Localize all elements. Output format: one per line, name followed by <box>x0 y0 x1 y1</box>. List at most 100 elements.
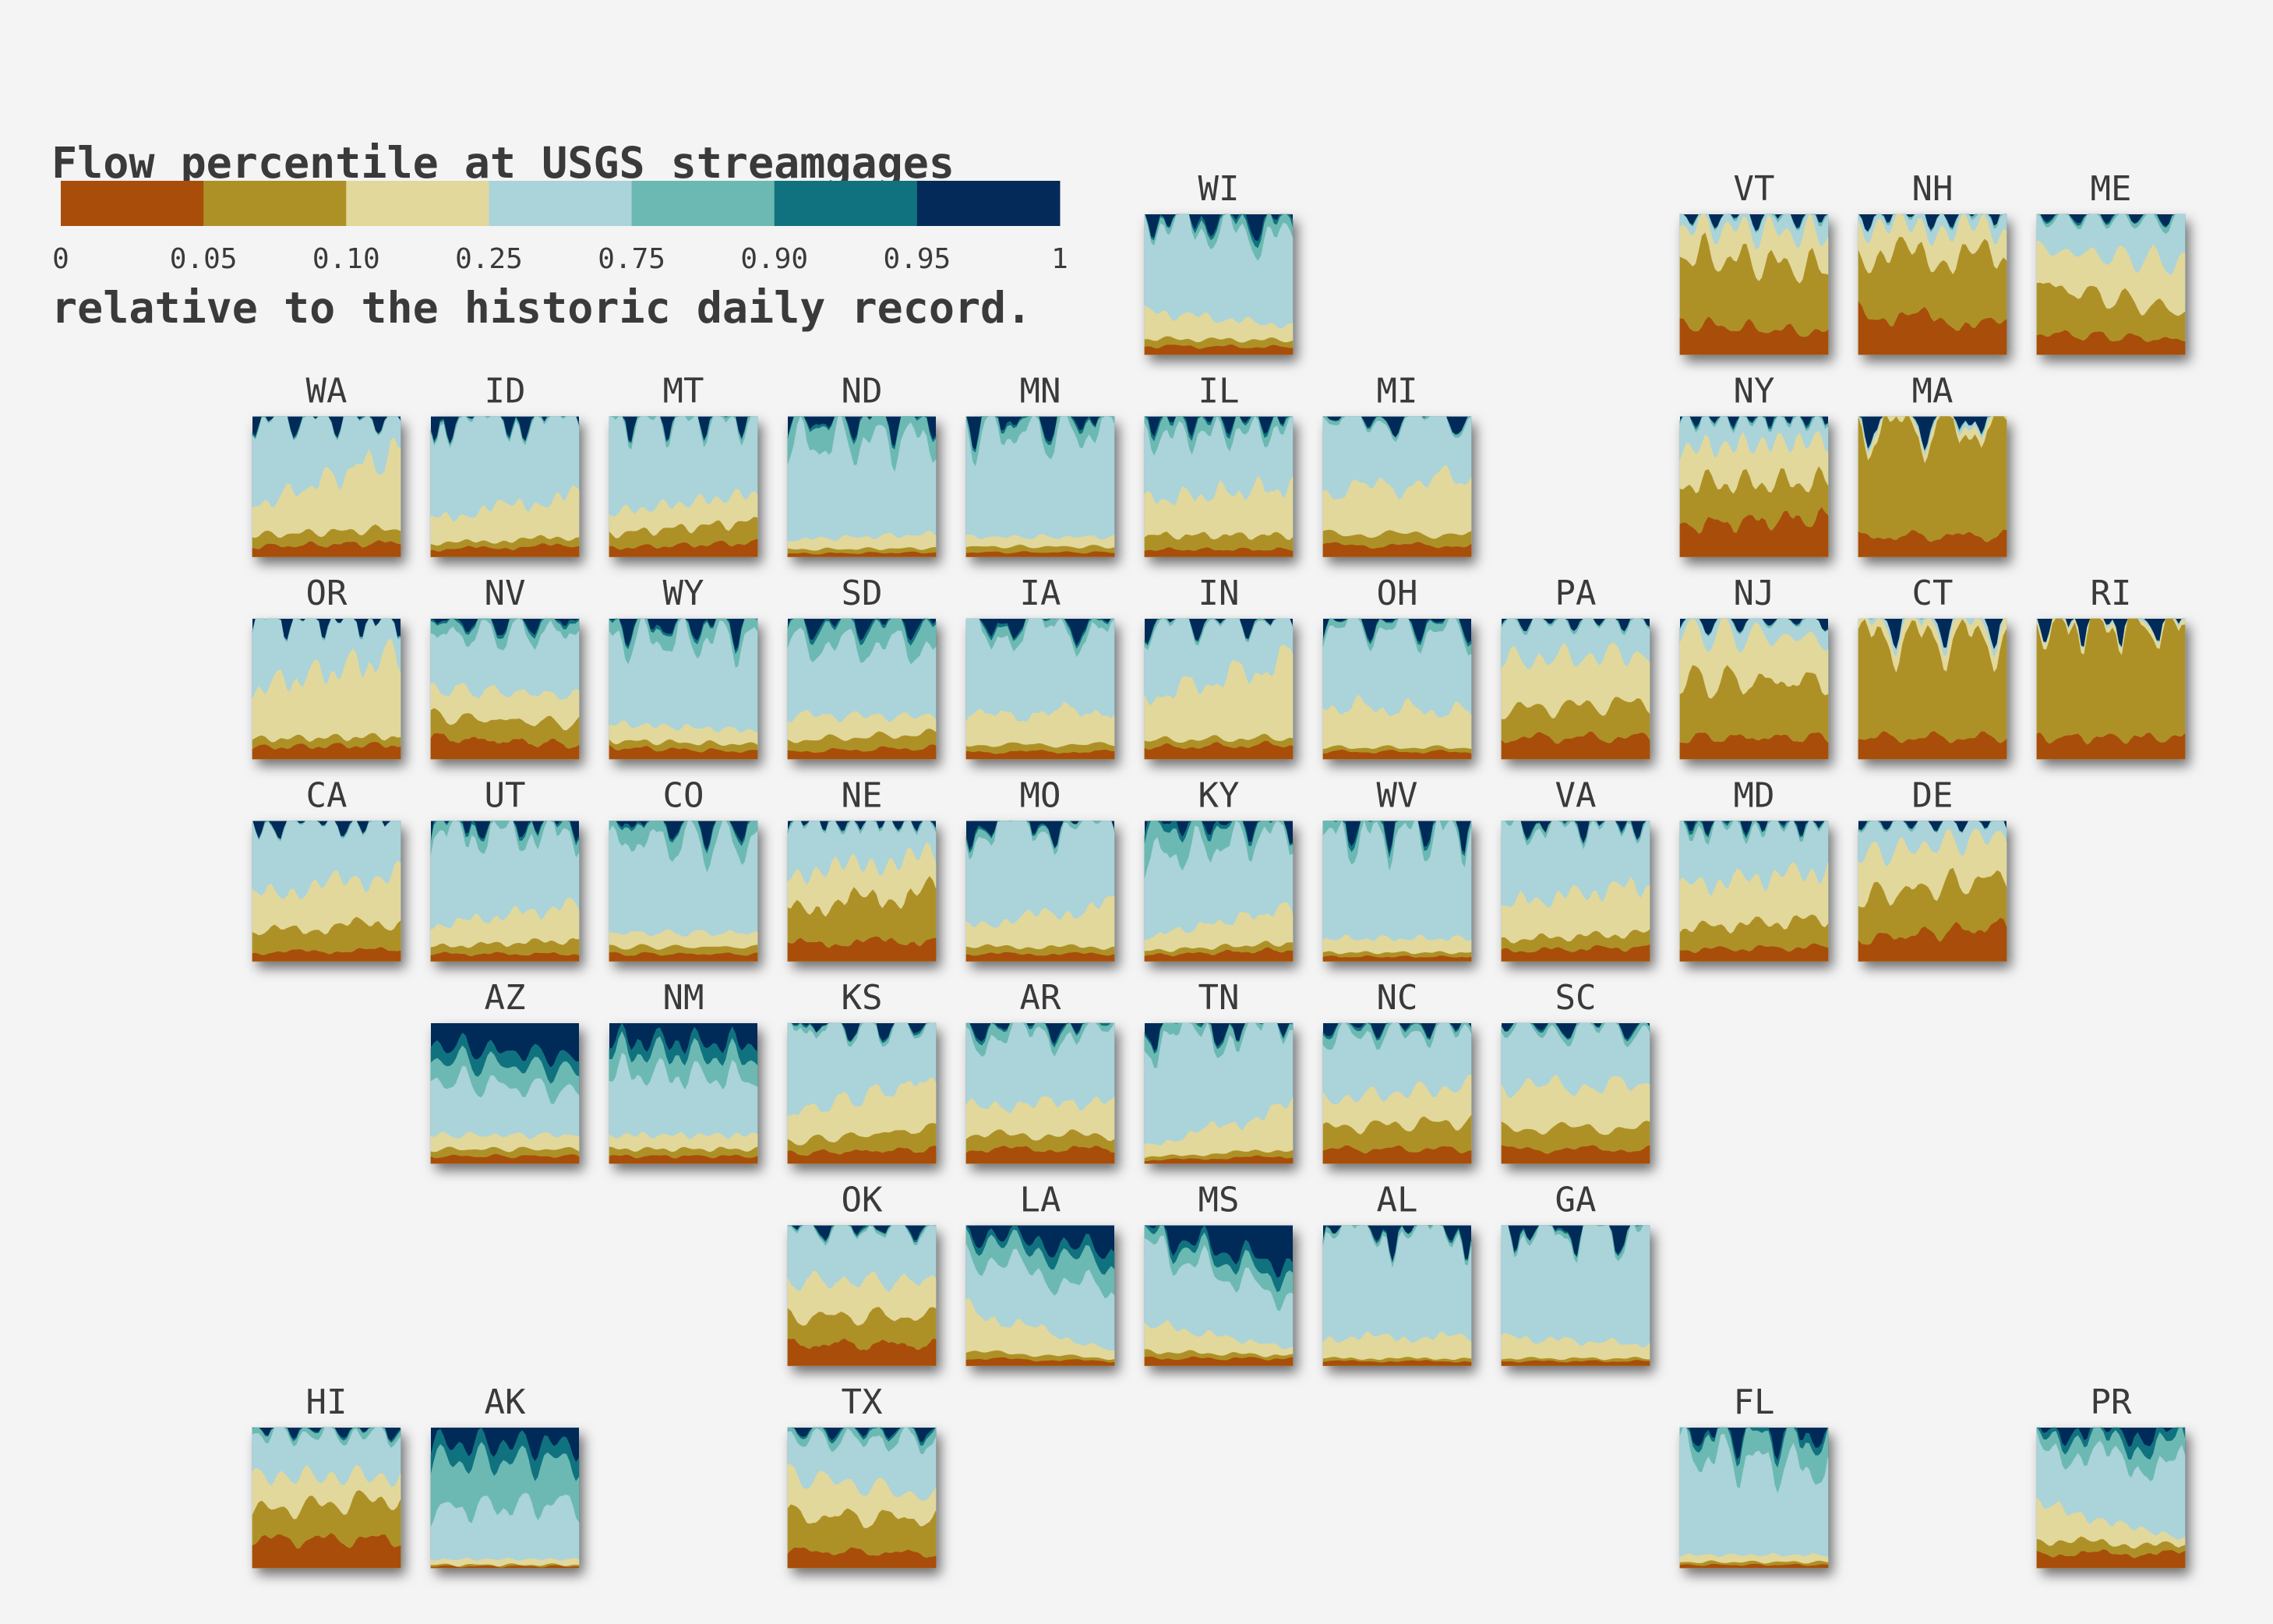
state-tile-fl: FL <box>1679 1382 1829 1569</box>
state-tile-mn: MN <box>965 372 1115 557</box>
state-label: WY <box>663 574 704 613</box>
state-tile-vt: VT <box>1679 169 1829 355</box>
legend-tick-label: 0.95 <box>884 243 951 275</box>
state-label: SC <box>1555 978 1597 1018</box>
chart-title: Flow percentile at USGS streamgages rela… <box>51 42 1032 380</box>
area-band-0 <box>1501 944 1650 962</box>
state-label: MO <box>1020 776 1061 816</box>
state-label: ID <box>485 372 526 411</box>
state-label: CO <box>663 776 704 816</box>
state-tile-or: OR <box>252 574 401 760</box>
area-band-0 <box>1858 731 2007 760</box>
state-tile-nm: NM <box>609 978 758 1164</box>
state-tile-ks: KS <box>787 978 937 1164</box>
state-tile-ga: GA <box>1501 1181 1650 1366</box>
state-tile-sd: SD <box>787 574 937 760</box>
state-tile-ok: OK <box>787 1181 937 1366</box>
state-tile-va: VA <box>1501 776 1650 962</box>
state-tile-nc: NC <box>1322 978 1472 1164</box>
area-band-0 <box>965 551 1115 557</box>
state-tile-ak: AK <box>430 1382 580 1569</box>
state-tile-wv: WV <box>1322 776 1472 962</box>
area-band-0 <box>787 744 937 760</box>
state-label: NJ <box>1734 574 1775 613</box>
state-label: IL <box>1198 372 1240 411</box>
legend-tick-label: 0.10 <box>312 243 380 275</box>
area-band-1 <box>2036 282 2186 355</box>
area-band-2 <box>1501 1333 1650 1366</box>
state-tile-ny: NY <box>1679 372 1829 557</box>
area-band-0 <box>1144 1155 1294 1164</box>
area-band-0 <box>1501 731 1650 760</box>
legend-tick-label: 0.25 <box>455 243 523 275</box>
state-tile-de: DE <box>1858 776 2007 962</box>
state-label: HI <box>306 1382 348 1422</box>
area-band-0 <box>965 749 1115 760</box>
area-band-0 <box>787 1547 937 1569</box>
area-band-2 <box>965 1297 1115 1366</box>
area-band-0 <box>787 1338 937 1366</box>
state-label: IA <box>1020 574 1061 613</box>
area-band-0 <box>252 1533 401 1569</box>
state-tile-ia: IA <box>965 574 1115 760</box>
state-label: OK <box>842 1181 883 1220</box>
state-tile-az: AZ <box>430 978 580 1164</box>
state-tile-mo: MO <box>965 776 1115 962</box>
state-tile-id: ID <box>430 372 580 557</box>
state-label: CA <box>306 776 348 816</box>
area-band-0 <box>609 951 758 962</box>
title-line-2: relative to the historic daily record. <box>51 283 1032 333</box>
state-label: MN <box>1020 372 1061 411</box>
area-band-0 <box>1858 529 2007 557</box>
area-band-0 <box>430 733 580 760</box>
area-band-0 <box>965 951 1115 962</box>
legend-tick-label: 0.05 <box>170 243 238 275</box>
area-band-0 <box>2036 1549 2186 1569</box>
state-tile-pr: PR <box>2036 1382 2186 1569</box>
state-tile-ar: AR <box>965 978 1115 1164</box>
state-label: OR <box>306 574 348 613</box>
area-band-0 <box>2036 732 2186 760</box>
state-label: NV <box>485 574 526 613</box>
state-tile-nv: NV <box>430 574 580 760</box>
state-label: AZ <box>485 978 526 1018</box>
state-label: NM <box>663 978 704 1018</box>
area-band-0 <box>252 540 401 557</box>
area-band-0 <box>1501 1145 1650 1164</box>
area-band-0 <box>430 1153 580 1164</box>
state-label: AK <box>485 1382 526 1422</box>
area-band-0 <box>1144 740 1294 760</box>
area-band-2 <box>1322 694 1472 760</box>
area-band-0 <box>1322 955 1472 962</box>
area-band-3 <box>1679 1427 1829 1569</box>
area-band-0 <box>1858 301 2007 355</box>
area-band-0 <box>1679 732 1829 760</box>
area-band-0 <box>787 936 937 962</box>
area-band-0 <box>252 741 401 760</box>
state-label: DE <box>1912 776 1954 816</box>
area-band-0 <box>1679 507 1829 557</box>
state-tile-ne: NE <box>787 776 937 962</box>
state-label: AL <box>1377 1181 1418 1220</box>
area-band-0 <box>1144 344 1294 355</box>
area-band-3 <box>609 821 758 962</box>
state-label: ME <box>2091 169 2132 209</box>
area-band-2 <box>1144 1097 1294 1164</box>
legend-swatch-3 <box>489 181 633 226</box>
area-band-2 <box>1144 475 1294 557</box>
state-tile-il: IL <box>1144 372 1294 557</box>
state-label: WV <box>1377 776 1418 816</box>
area-band-0 <box>965 1357 1115 1366</box>
area-band-0 <box>430 543 580 557</box>
area-band-3 <box>1322 1225 1472 1366</box>
state-label: SD <box>842 574 883 613</box>
area-band-0 <box>1144 547 1294 557</box>
area-band-0 <box>1501 1359 1650 1366</box>
state-label: MA <box>1912 372 1954 411</box>
legend-tick-label: 0.75 <box>598 243 665 275</box>
state-tile-mi: MI <box>1322 372 1472 557</box>
state-label: NH <box>1912 169 1954 209</box>
state-tile-la: LA <box>965 1181 1115 1366</box>
area-band-0 <box>1322 542 1472 557</box>
legend-swatch-2 <box>346 181 489 226</box>
